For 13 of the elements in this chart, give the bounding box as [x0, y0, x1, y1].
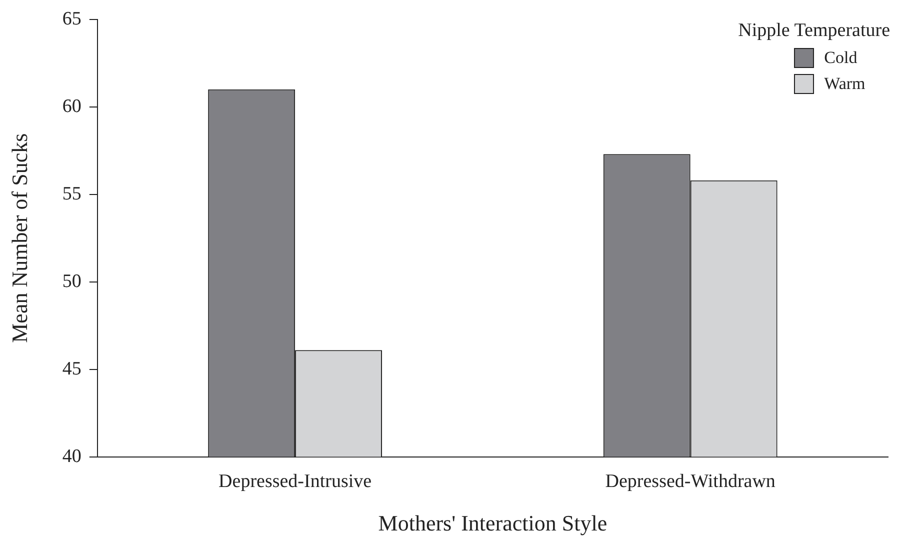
x-tick-label: Depressed-Withdrawn: [605, 471, 776, 492]
legend-label: Warm: [824, 74, 866, 94]
y-tick-label: 50: [62, 270, 82, 292]
legend-label: Cold: [824, 48, 858, 68]
x-tick-label: Depressed-Intrusive: [218, 471, 372, 492]
y-axis-title: Mean Number of Sucks: [6, 133, 32, 343]
legend-title: Nipple Temperature: [738, 20, 890, 42]
y-tick-label: 40: [62, 446, 82, 467]
y-tick-label: 60: [62, 96, 82, 117]
y-tick-label: 65: [62, 8, 82, 30]
y-tick-label: 45: [62, 358, 82, 380]
x-axis-title: Mothers' Interaction Style: [378, 510, 608, 536]
y-tick-label: 55: [62, 183, 82, 204]
